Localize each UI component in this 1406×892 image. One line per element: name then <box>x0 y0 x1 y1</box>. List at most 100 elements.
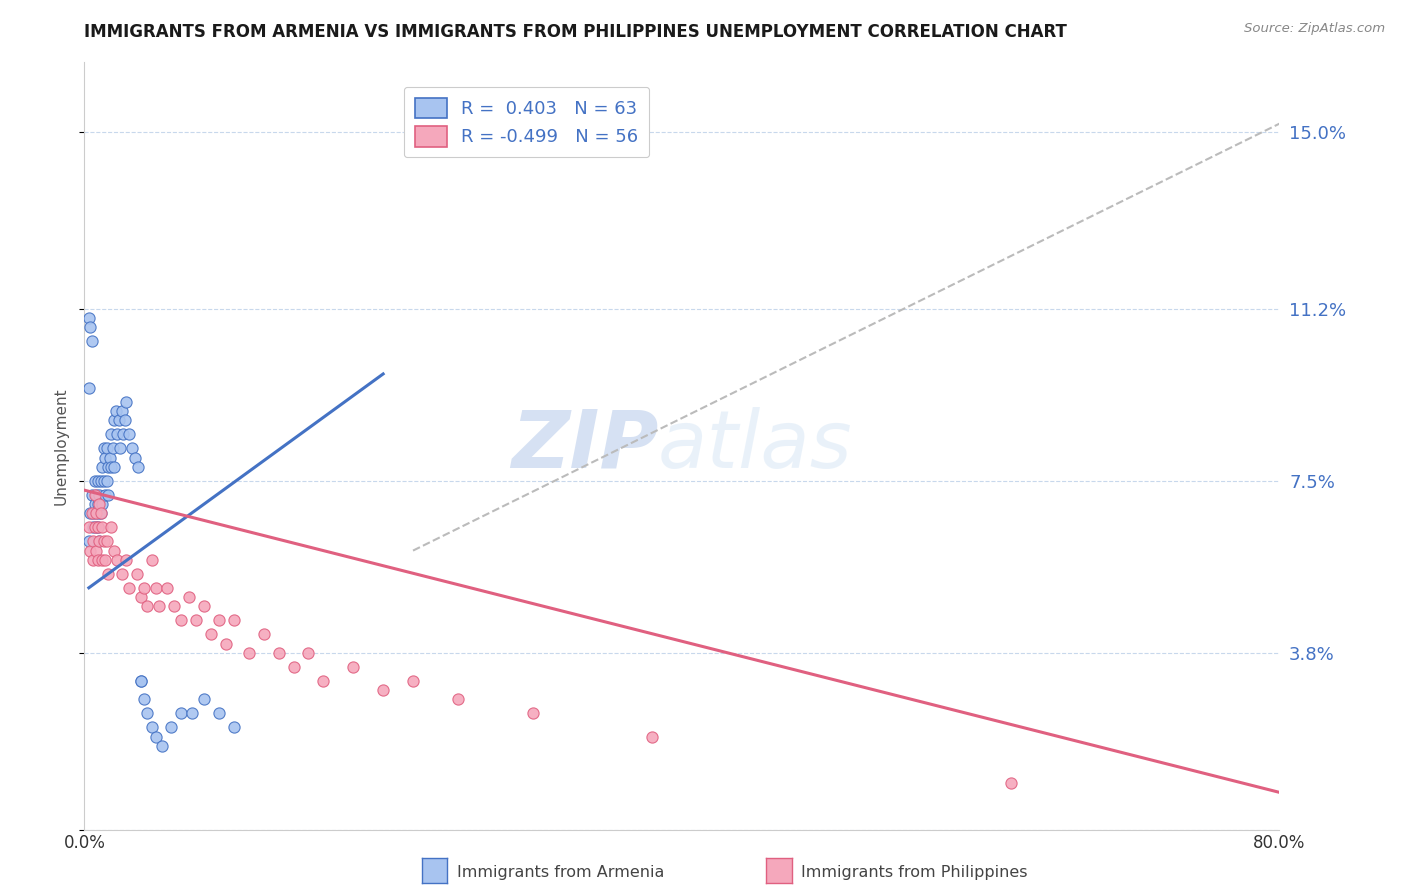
Point <box>97 459 120 474</box>
Point <box>82 534 104 549</box>
Text: Source: ZipAtlas.com: Source: ZipAtlas.com <box>1244 22 1385 36</box>
Point <box>114 413 136 427</box>
Point <box>118 581 141 595</box>
Point <box>447 692 470 706</box>
Point <box>97 566 120 581</box>
Point <box>83 497 105 511</box>
Point <box>111 404 134 418</box>
Point <box>77 534 100 549</box>
Point <box>90 507 112 521</box>
Point <box>150 739 173 753</box>
Point <box>93 442 115 456</box>
Point <box>124 450 146 465</box>
Point <box>641 730 664 744</box>
Point <box>89 534 111 549</box>
Point <box>160 720 183 734</box>
Point <box>105 427 128 442</box>
Point <box>80 334 103 349</box>
Point <box>90 474 112 488</box>
Point <box>283 660 305 674</box>
Point <box>186 613 208 627</box>
Point <box>136 599 159 614</box>
Point <box>98 450 121 465</box>
Point <box>104 404 127 418</box>
Point <box>77 381 100 395</box>
Point <box>82 507 104 521</box>
Point <box>86 543 108 558</box>
Point <box>89 488 111 502</box>
Point <box>79 543 101 558</box>
Point <box>112 427 135 442</box>
Point <box>170 706 193 721</box>
Point <box>208 613 231 627</box>
Point <box>107 413 129 427</box>
Point <box>193 599 215 614</box>
Point <box>93 474 115 488</box>
Point <box>89 507 111 521</box>
Point <box>91 520 114 534</box>
Point <box>129 590 152 604</box>
Point <box>136 706 159 721</box>
Point <box>79 507 101 521</box>
Point <box>82 553 104 567</box>
Point <box>83 520 105 534</box>
Text: ZIP: ZIP <box>510 407 658 485</box>
Point <box>267 646 290 660</box>
Point <box>87 474 110 488</box>
Point <box>86 507 108 521</box>
Point <box>86 507 108 521</box>
Point <box>96 442 118 456</box>
Point <box>87 553 110 567</box>
Point <box>77 520 100 534</box>
Point <box>181 706 204 721</box>
Point <box>208 706 231 721</box>
Point <box>83 488 105 502</box>
Point <box>83 474 105 488</box>
Point <box>297 646 319 660</box>
Point <box>145 730 167 744</box>
Point <box>312 673 335 688</box>
Point <box>170 613 193 627</box>
Point <box>94 553 117 567</box>
Text: Immigrants from Philippines: Immigrants from Philippines <box>801 865 1028 880</box>
Point <box>121 442 143 456</box>
Point <box>105 553 128 567</box>
Point <box>222 720 245 734</box>
Point <box>79 320 101 334</box>
Point <box>100 459 122 474</box>
Point <box>93 534 115 549</box>
Point <box>342 660 364 674</box>
Text: Immigrants from Armenia: Immigrants from Armenia <box>457 865 664 880</box>
Point <box>103 413 125 427</box>
Text: IMMIGRANTS FROM ARMENIA VS IMMIGRANTS FROM PHILIPPINES UNEMPLOYMENT CORRELATION : IMMIGRANTS FROM ARMENIA VS IMMIGRANTS FR… <box>84 23 1067 41</box>
Point <box>125 566 148 581</box>
Point <box>132 581 156 595</box>
Point <box>90 507 112 521</box>
Point <box>96 534 118 549</box>
Point <box>215 637 238 651</box>
Point <box>100 427 122 442</box>
Point <box>253 627 276 641</box>
Point <box>522 706 544 721</box>
Point <box>82 520 104 534</box>
Point <box>97 488 120 502</box>
Point <box>129 673 152 688</box>
Point <box>89 534 111 549</box>
Point <box>86 520 108 534</box>
Point <box>115 553 138 567</box>
Point <box>87 520 110 534</box>
Point <box>193 692 215 706</box>
Point <box>155 581 177 595</box>
Point <box>200 627 222 641</box>
Point <box>87 497 110 511</box>
Point <box>91 553 114 567</box>
Point <box>77 311 100 326</box>
Point <box>163 599 186 614</box>
Point <box>177 590 200 604</box>
Point <box>103 543 125 558</box>
Point <box>101 442 124 456</box>
Point <box>91 497 114 511</box>
Point <box>80 507 103 521</box>
Point <box>145 581 167 595</box>
Point <box>91 459 114 474</box>
